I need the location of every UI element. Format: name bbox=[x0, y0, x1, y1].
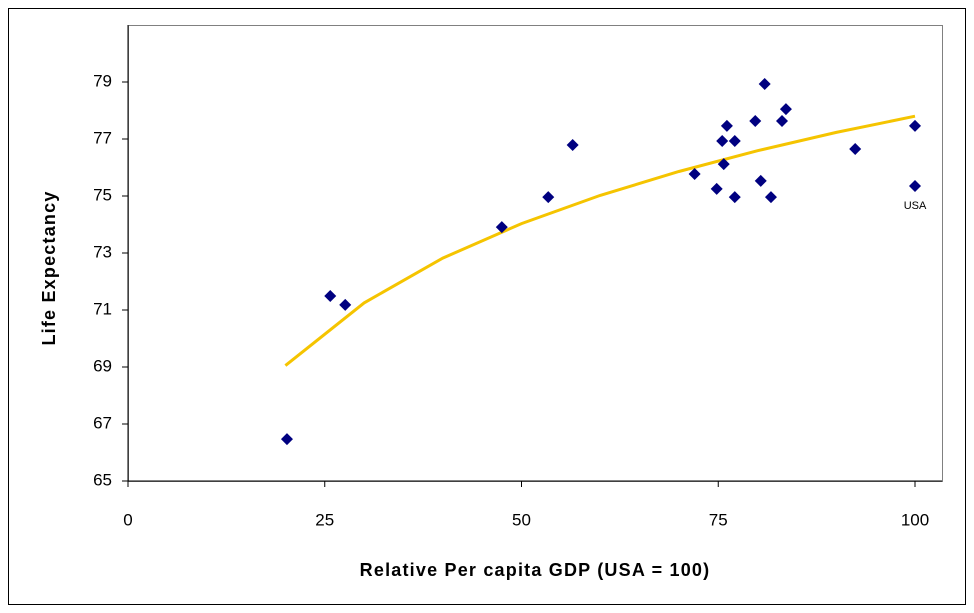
scatter-point bbox=[775, 115, 788, 128]
scatter-point bbox=[495, 221, 508, 234]
trendline bbox=[284, 114, 916, 367]
y-tick-label: 75 bbox=[93, 185, 112, 204]
scatter-point bbox=[688, 168, 701, 181]
scatter-point bbox=[542, 191, 555, 204]
scatter-point bbox=[909, 119, 921, 132]
scatter-point bbox=[849, 142, 862, 155]
x-tick-label: 100 bbox=[901, 510, 929, 529]
chart-border bbox=[8, 8, 966, 605]
scatter-point bbox=[710, 182, 723, 195]
y-tick-label: 79 bbox=[93, 71, 112, 90]
scatter-point bbox=[728, 134, 741, 147]
scatter-point bbox=[720, 119, 733, 132]
scatter-point bbox=[754, 174, 767, 187]
x-tick-label: 25 bbox=[315, 510, 334, 529]
scatter-point bbox=[566, 138, 579, 151]
scatter-point bbox=[280, 433, 293, 446]
y-tick-label: 73 bbox=[93, 242, 112, 261]
x-axis-title: Relative Per capita GDP (USA = 100) bbox=[360, 560, 711, 580]
scatter-point bbox=[764, 191, 777, 204]
x-tick-label: 50 bbox=[512, 510, 531, 529]
scatter-point bbox=[716, 134, 729, 147]
annotation: USA bbox=[904, 200, 927, 212]
x-tick-label: 75 bbox=[709, 510, 728, 529]
y-tick-label: 77 bbox=[93, 128, 112, 147]
scatter-point bbox=[758, 77, 771, 90]
scatter-point bbox=[909, 180, 921, 193]
y-axis-title: Life Expectancy bbox=[39, 190, 59, 345]
y-tick-label: 71 bbox=[93, 299, 112, 318]
y-tick-label: 65 bbox=[93, 470, 112, 489]
scatter-point bbox=[717, 158, 730, 171]
scatter-point bbox=[779, 103, 792, 116]
y-tick-label: 69 bbox=[93, 356, 112, 375]
x-tick-label: 0 bbox=[123, 510, 132, 529]
scatter-point bbox=[339, 298, 352, 311]
scatter-point bbox=[728, 191, 741, 204]
scatter-point bbox=[749, 115, 762, 128]
scatter-point bbox=[324, 290, 337, 303]
y-tick-label: 67 bbox=[93, 413, 112, 432]
